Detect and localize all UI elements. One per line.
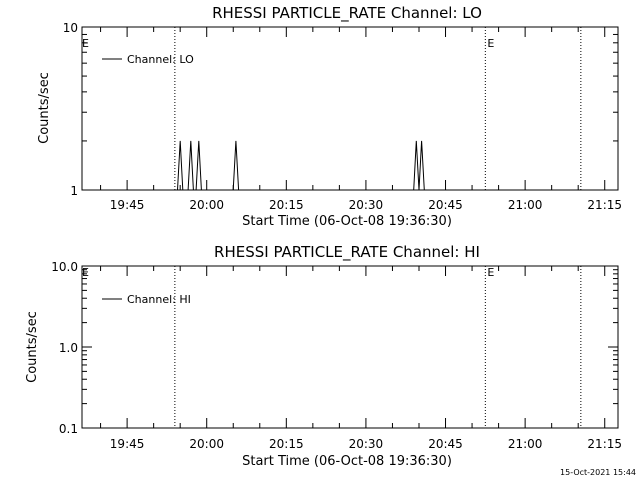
chart-title-hi: RHESSI PARTICLE_RATE Channel: HI (214, 243, 480, 262)
x-tick-label-hi: 20:30 (349, 437, 384, 451)
legend-label-lo: Channel: LO (127, 53, 194, 66)
event-marker-label-hi: E (487, 266, 494, 279)
x-tick-label-lo: 21:15 (587, 198, 622, 212)
y-axis-label-hi: Counts/sec (25, 311, 40, 383)
y-tick-label-hi: 10.0 (51, 260, 78, 274)
x-tick-label-hi: 20:45 (428, 437, 463, 451)
y-tick-label-hi: 0.1 (59, 422, 78, 436)
event-marker-label-lo: E (487, 37, 494, 50)
series-line-lo (82, 140, 618, 191)
x-tick-label-lo: 20:30 (349, 198, 384, 212)
left-marker-label-lo: E (82, 37, 89, 50)
legend-label-hi: Channel: HI (127, 293, 191, 306)
x-tick-label-hi: 20:00 (189, 437, 224, 451)
x-tick-label-lo: 20:15 (269, 198, 304, 212)
chart-panel-hi: RHESSI PARTICLE_RATE Channel: HI 0.1 1.0 1… (25, 243, 622, 469)
chart-panel-lo: RHESSI PARTICLE_RATE Channel: LO 1 10 19:… (37, 4, 622, 229)
x-tick-label-lo: 20:00 (189, 198, 224, 212)
y-tick-label-lo: 10 (63, 21, 78, 35)
plot-frame-hi (81, 265, 619, 429)
y-axis-label-lo: Counts/sec (37, 72, 52, 144)
x-tick-label-lo: 19:45 (110, 198, 145, 212)
chart-title-lo: RHESSI PARTICLE_RATE Channel: LO (212, 4, 482, 23)
x-tick-label-hi: 21:15 (587, 437, 622, 451)
x-tick-label-lo: 21:00 (508, 198, 543, 212)
x-tick-label-lo: 20:45 (428, 198, 463, 212)
y-tick-label-lo: 1 (70, 184, 78, 198)
x-tick-label-hi: 19:45 (110, 437, 145, 451)
plot-frame-lo (81, 26, 619, 191)
y-tick-label-hi: 1.0 (59, 341, 78, 355)
x-axis-label-lo: Start Time (06-Oct-08 19:36:30) (242, 214, 452, 229)
x-tick-label-hi: 21:00 (508, 437, 543, 451)
x-tick-label-hi: 20:15 (269, 437, 304, 451)
footer-timestamp: 15-Oct-2021 15:44 (560, 468, 636, 477)
left-marker-label-hi: E (82, 266, 89, 279)
x-axis-label-hi: Start Time (06-Oct-08 19:36:30) (242, 454, 452, 469)
